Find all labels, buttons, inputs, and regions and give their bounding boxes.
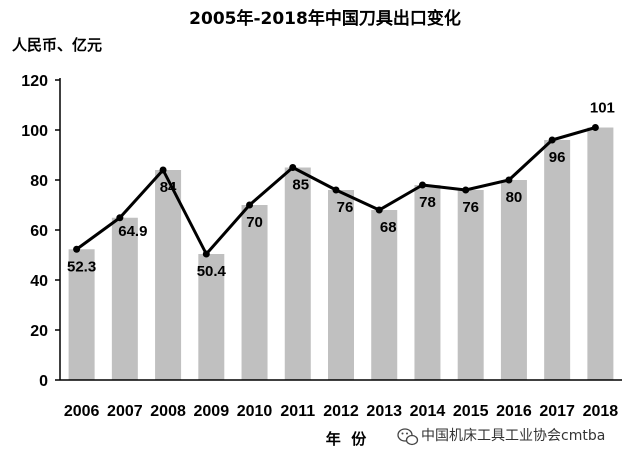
wechat-icon	[397, 428, 419, 446]
x-tick-label: 2012	[323, 403, 359, 420]
x-axis-label: 年 份	[326, 430, 367, 448]
data-label: 70	[246, 214, 263, 231]
x-tick-label: 2007	[107, 403, 143, 420]
line-point	[591, 124, 599, 131]
data-label: 85	[292, 177, 309, 194]
bar	[500, 180, 527, 380]
y-tick-label: 40	[30, 273, 48, 290]
data-label: 78	[419, 194, 436, 211]
y-axis-ticks: 0 20 40 60 80 100 120	[21, 73, 60, 390]
line-point	[246, 201, 254, 209]
line-point	[418, 181, 426, 189]
line-points	[73, 124, 599, 258]
x-tick-label: 2014	[410, 403, 446, 420]
x-tick-label: 2016	[496, 403, 532, 420]
x-tick-label: 2011	[280, 403, 315, 420]
x-tick-label: 2006	[64, 403, 100, 420]
x-tick-label: 2013	[366, 403, 402, 420]
y-tick-label: 120	[21, 73, 48, 90]
line-point	[116, 214, 124, 222]
data-label: 68	[380, 219, 397, 236]
bar	[198, 254, 225, 380]
y-axis-label: 人民币、亿元	[12, 36, 102, 54]
line-point	[73, 245, 81, 253]
x-axis-ticks: 2006 2007 2008 2009 2010 2011 2012 2013 2014 2015…	[64, 403, 618, 420]
bar	[155, 170, 182, 380]
y-tick-label: 0	[39, 373, 48, 390]
bar	[544, 140, 571, 380]
bar	[328, 190, 354, 380]
x-tick-label: 2018	[583, 403, 619, 420]
data-label: 50.4	[197, 263, 227, 280]
watermark-text: 中国机床工具工业协会cmtba	[421, 428, 605, 444]
y-tick-label: 80	[30, 173, 48, 190]
bar	[111, 217, 138, 380]
data-label: 64.9	[118, 223, 147, 240]
bar	[414, 185, 441, 380]
data-labels: 52.3 64.9 84 50.4 70 85 76 68 78 76 80 96 101	[67, 100, 615, 281]
x-tick-label: 2015	[453, 403, 489, 420]
data-label: 84	[160, 179, 177, 196]
y-tick-label: 60	[30, 223, 48, 240]
line-point	[548, 136, 556, 144]
bar	[587, 127, 614, 380]
bar	[241, 205, 268, 380]
x-tick-label: 2008	[150, 403, 186, 420]
data-label: 76	[462, 199, 479, 216]
line-point	[289, 164, 297, 171]
x-tick-label: 2010	[237, 403, 273, 420]
x-tick-label: 2017	[539, 403, 575, 420]
y-tick-label: 20	[30, 323, 48, 340]
chart-title: 2005年-2018年中国刀具出口变化	[189, 8, 461, 29]
line-point	[202, 250, 210, 258]
line-point	[462, 186, 470, 194]
data-label: 80	[506, 189, 523, 206]
data-label: 52.3	[67, 258, 96, 275]
data-label: 76	[337, 199, 354, 216]
line-point	[505, 176, 513, 184]
line-point	[159, 166, 167, 174]
line-point	[332, 186, 340, 194]
bar	[284, 167, 311, 380]
bar	[371, 210, 398, 380]
y-tick-label: 100	[21, 123, 48, 140]
data-label: 101	[590, 100, 615, 117]
data-label: 96	[549, 149, 566, 166]
bars	[68, 127, 614, 380]
bar	[457, 190, 484, 380]
watermark: 中国机床工具工业协会cmtba	[397, 428, 605, 446]
bar	[68, 249, 95, 380]
line-point	[375, 206, 383, 214]
x-tick-label: 2009	[194, 403, 230, 420]
